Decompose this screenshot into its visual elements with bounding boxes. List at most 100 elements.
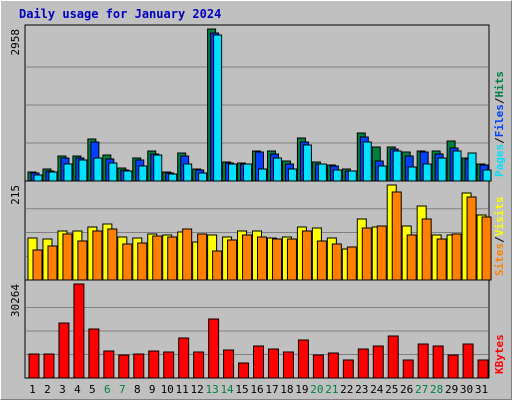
bar-pages-13 <box>213 34 223 182</box>
bar-kbytes-22 <box>342 359 354 379</box>
bar-pages-16 <box>258 168 268 182</box>
y-max-label-volume: 30264 <box>9 284 22 317</box>
bar-pages-27 <box>422 163 432 182</box>
bar-kbytes-30 <box>462 343 474 379</box>
bar-sites-22 <box>346 246 357 281</box>
bar-sites-30 <box>466 196 477 281</box>
x-tick-label-1: 1 <box>29 383 36 396</box>
x-tick-label-15: 15 <box>235 383 248 396</box>
bar-kbytes-19 <box>297 339 309 379</box>
x-tick-label-2: 2 <box>44 383 51 396</box>
x-tick-label-8: 8 <box>134 383 141 396</box>
bar-kbytes-27 <box>417 343 429 379</box>
bar-kbytes-15 <box>238 362 250 379</box>
bar-kbytes-23 <box>357 348 369 379</box>
bar-kbytes-31 <box>477 359 489 379</box>
bar-kbytes-28 <box>432 345 444 379</box>
bar-kbytes-4 <box>73 283 85 379</box>
bar-pages-18 <box>287 168 297 182</box>
bar-pages-19 <box>302 144 312 182</box>
legend-entry: / <box>493 97 506 104</box>
bar-kbytes-16 <box>253 345 265 379</box>
legend-entry: / <box>493 137 506 144</box>
x-tick-label-12: 12 <box>191 383 204 396</box>
legend-volume: KBytes <box>493 334 506 374</box>
x-tick-label-23: 23 <box>355 383 368 396</box>
bar-pages-25 <box>392 150 402 182</box>
bar-pages-23 <box>362 141 372 182</box>
bar-pages-11 <box>183 163 193 182</box>
bar-pages-1 <box>33 174 43 182</box>
legend-entry: Files <box>493 104 506 137</box>
bar-pages-8 <box>138 165 148 182</box>
x-tick-label-22: 22 <box>340 383 353 396</box>
legend-traffic: Pages/Files/Hits <box>493 71 506 177</box>
bar-sites-28 <box>436 238 447 281</box>
bar-kbytes-8 <box>133 353 145 379</box>
bar-sites-4 <box>77 240 88 281</box>
x-tick-label-25: 25 <box>385 383 398 396</box>
bar-kbytes-20 <box>312 354 324 379</box>
bar-pages-31 <box>482 169 492 182</box>
x-tick-label-16: 16 <box>250 383 263 396</box>
bar-kbytes-5 <box>88 328 100 379</box>
bar-pages-22 <box>347 170 357 182</box>
bar-pages-4 <box>78 159 88 182</box>
bar-kbytes-6 <box>103 350 115 379</box>
x-tick-label-9: 9 <box>149 383 156 396</box>
bar-sites-10 <box>167 236 178 281</box>
x-tick-label-3: 3 <box>59 383 66 396</box>
x-tick-label-10: 10 <box>161 383 174 396</box>
bar-pages-9 <box>153 154 163 182</box>
bar-sites-3 <box>62 233 73 281</box>
bar-kbytes-10 <box>163 351 175 379</box>
bar-sites-5 <box>92 230 103 281</box>
bar-kbytes-12 <box>193 351 205 379</box>
bar-sites-14 <box>227 239 238 281</box>
bar-sites-25 <box>391 191 402 281</box>
bar-sites-20 <box>316 240 327 281</box>
x-tick-label-26: 26 <box>400 383 413 396</box>
bar-sites-21 <box>331 243 342 281</box>
chart-title: Daily usage for January 2024 <box>19 7 222 21</box>
legend-visitors: Sites/Visits <box>493 197 506 277</box>
bar-pages-14 <box>228 163 238 182</box>
legend-entry: Pages <box>493 144 506 177</box>
bar-pages-2 <box>48 171 58 182</box>
bar-pages-21 <box>332 169 342 182</box>
bar-kbytes-17 <box>267 348 279 379</box>
x-tick-label-21: 21 <box>325 383 338 396</box>
bar-sites-11 <box>182 228 193 281</box>
bar-sites-13 <box>212 250 223 281</box>
x-tick-label-19: 19 <box>295 383 308 396</box>
legend-entry: / <box>493 236 506 243</box>
bar-kbytes-14 <box>223 349 235 379</box>
bar-pages-5 <box>93 157 103 182</box>
bar-sites-15 <box>242 234 253 281</box>
bar-sites-16 <box>257 236 268 281</box>
bar-sites-2 <box>47 245 58 281</box>
x-tick-label-14: 14 <box>220 383 234 396</box>
y-max-label-visitors: 215 <box>9 185 22 205</box>
bar-kbytes-24 <box>372 345 384 379</box>
bar-sites-19 <box>301 230 312 281</box>
bar-pages-30 <box>467 152 477 182</box>
x-tick-label-6: 6 <box>104 383 111 396</box>
x-tick-label-18: 18 <box>280 383 293 396</box>
x-tick-label-31: 31 <box>475 383 488 396</box>
bar-sites-1 <box>32 249 43 281</box>
bar-kbytes-18 <box>282 351 294 379</box>
x-tick-label-13: 13 <box>205 383 218 396</box>
bar-pages-28 <box>437 157 447 182</box>
bar-pages-29 <box>452 150 462 182</box>
bar-sites-27 <box>421 218 432 281</box>
bar-sites-18 <box>286 238 297 281</box>
bar-sites-23 <box>361 227 372 281</box>
x-tick-label-11: 11 <box>176 383 189 396</box>
bar-kbytes-13 <box>208 318 220 379</box>
bar-sites-9 <box>152 235 163 281</box>
bar-pages-10 <box>168 173 178 182</box>
bar-kbytes-11 <box>178 337 190 379</box>
bar-pages-24 <box>377 165 387 182</box>
